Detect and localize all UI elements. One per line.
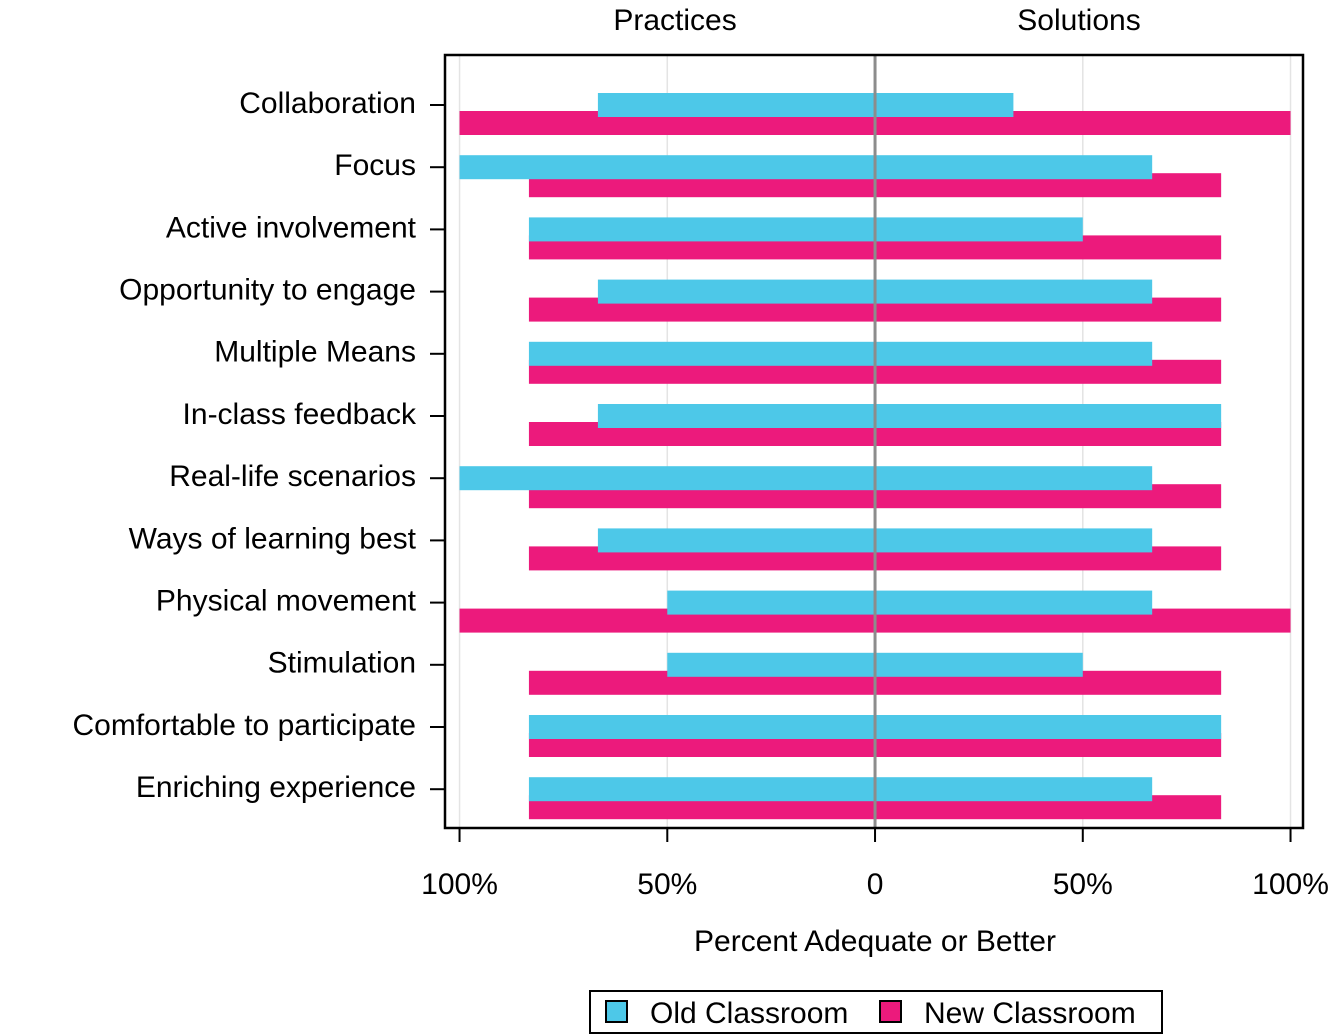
- bar: [528, 217, 876, 242]
- x-axis-label: Percent Adequate or Better: [694, 925, 1056, 958]
- bar: [875, 652, 1083, 677]
- x-tick-label: 100%: [421, 868, 498, 901]
- bar: [597, 528, 876, 553]
- y-tick-label: Focus: [334, 149, 416, 182]
- y-tick-label: Real-life scenarios: [169, 460, 416, 493]
- bar: [667, 652, 876, 677]
- y-tick-label: In-class feedback: [183, 398, 417, 431]
- bar: [875, 93, 1014, 117]
- y-tick-label: Multiple Means: [214, 336, 416, 369]
- group-title: Solutions: [1017, 4, 1140, 37]
- bar: [875, 466, 1153, 491]
- bar: [667, 590, 876, 615]
- y-tick-label: Collaboration: [239, 87, 416, 120]
- bar: [597, 404, 876, 428]
- bar: [528, 341, 876, 366]
- legend-swatch: [879, 1000, 902, 1023]
- x-tick-label: 50%: [1053, 868, 1113, 901]
- bar: [528, 777, 876, 802]
- y-tick-label: Ways of learning best: [129, 522, 417, 555]
- bar: [459, 155, 876, 180]
- y-tick-label: Stimulation: [268, 647, 416, 680]
- legend-label: Old Classroom: [650, 997, 848, 1030]
- bar: [875, 217, 1083, 242]
- bar: [875, 155, 1153, 180]
- bar: [597, 93, 876, 117]
- bar: [459, 466, 876, 491]
- x-tick-label: 100%: [1252, 868, 1329, 901]
- bar: [875, 715, 1222, 739]
- plot-frame: [443, 53, 1305, 830]
- legend-label: New Classroom: [924, 997, 1136, 1030]
- bar: [597, 279, 876, 304]
- bar: [875, 528, 1153, 553]
- legend-box: [589, 990, 1163, 1034]
- legend-swatch: [605, 1000, 628, 1023]
- x-tick-label: 0: [867, 868, 884, 901]
- y-tick-label: Opportunity to engage: [119, 274, 416, 307]
- y-tick-label: Enriching experience: [136, 771, 416, 804]
- y-tick-label: Physical movement: [156, 585, 417, 618]
- bar: [875, 777, 1153, 802]
- bar: [875, 590, 1153, 615]
- x-tick-label: 50%: [637, 868, 697, 901]
- bar: [875, 279, 1153, 304]
- y-tick-label: Active involvement: [166, 211, 417, 244]
- y-tick-label: Comfortable to participate: [72, 709, 416, 742]
- bar: [875, 404, 1222, 428]
- bar: [528, 715, 876, 739]
- group-title: Practices: [613, 4, 736, 37]
- bar: [875, 341, 1153, 366]
